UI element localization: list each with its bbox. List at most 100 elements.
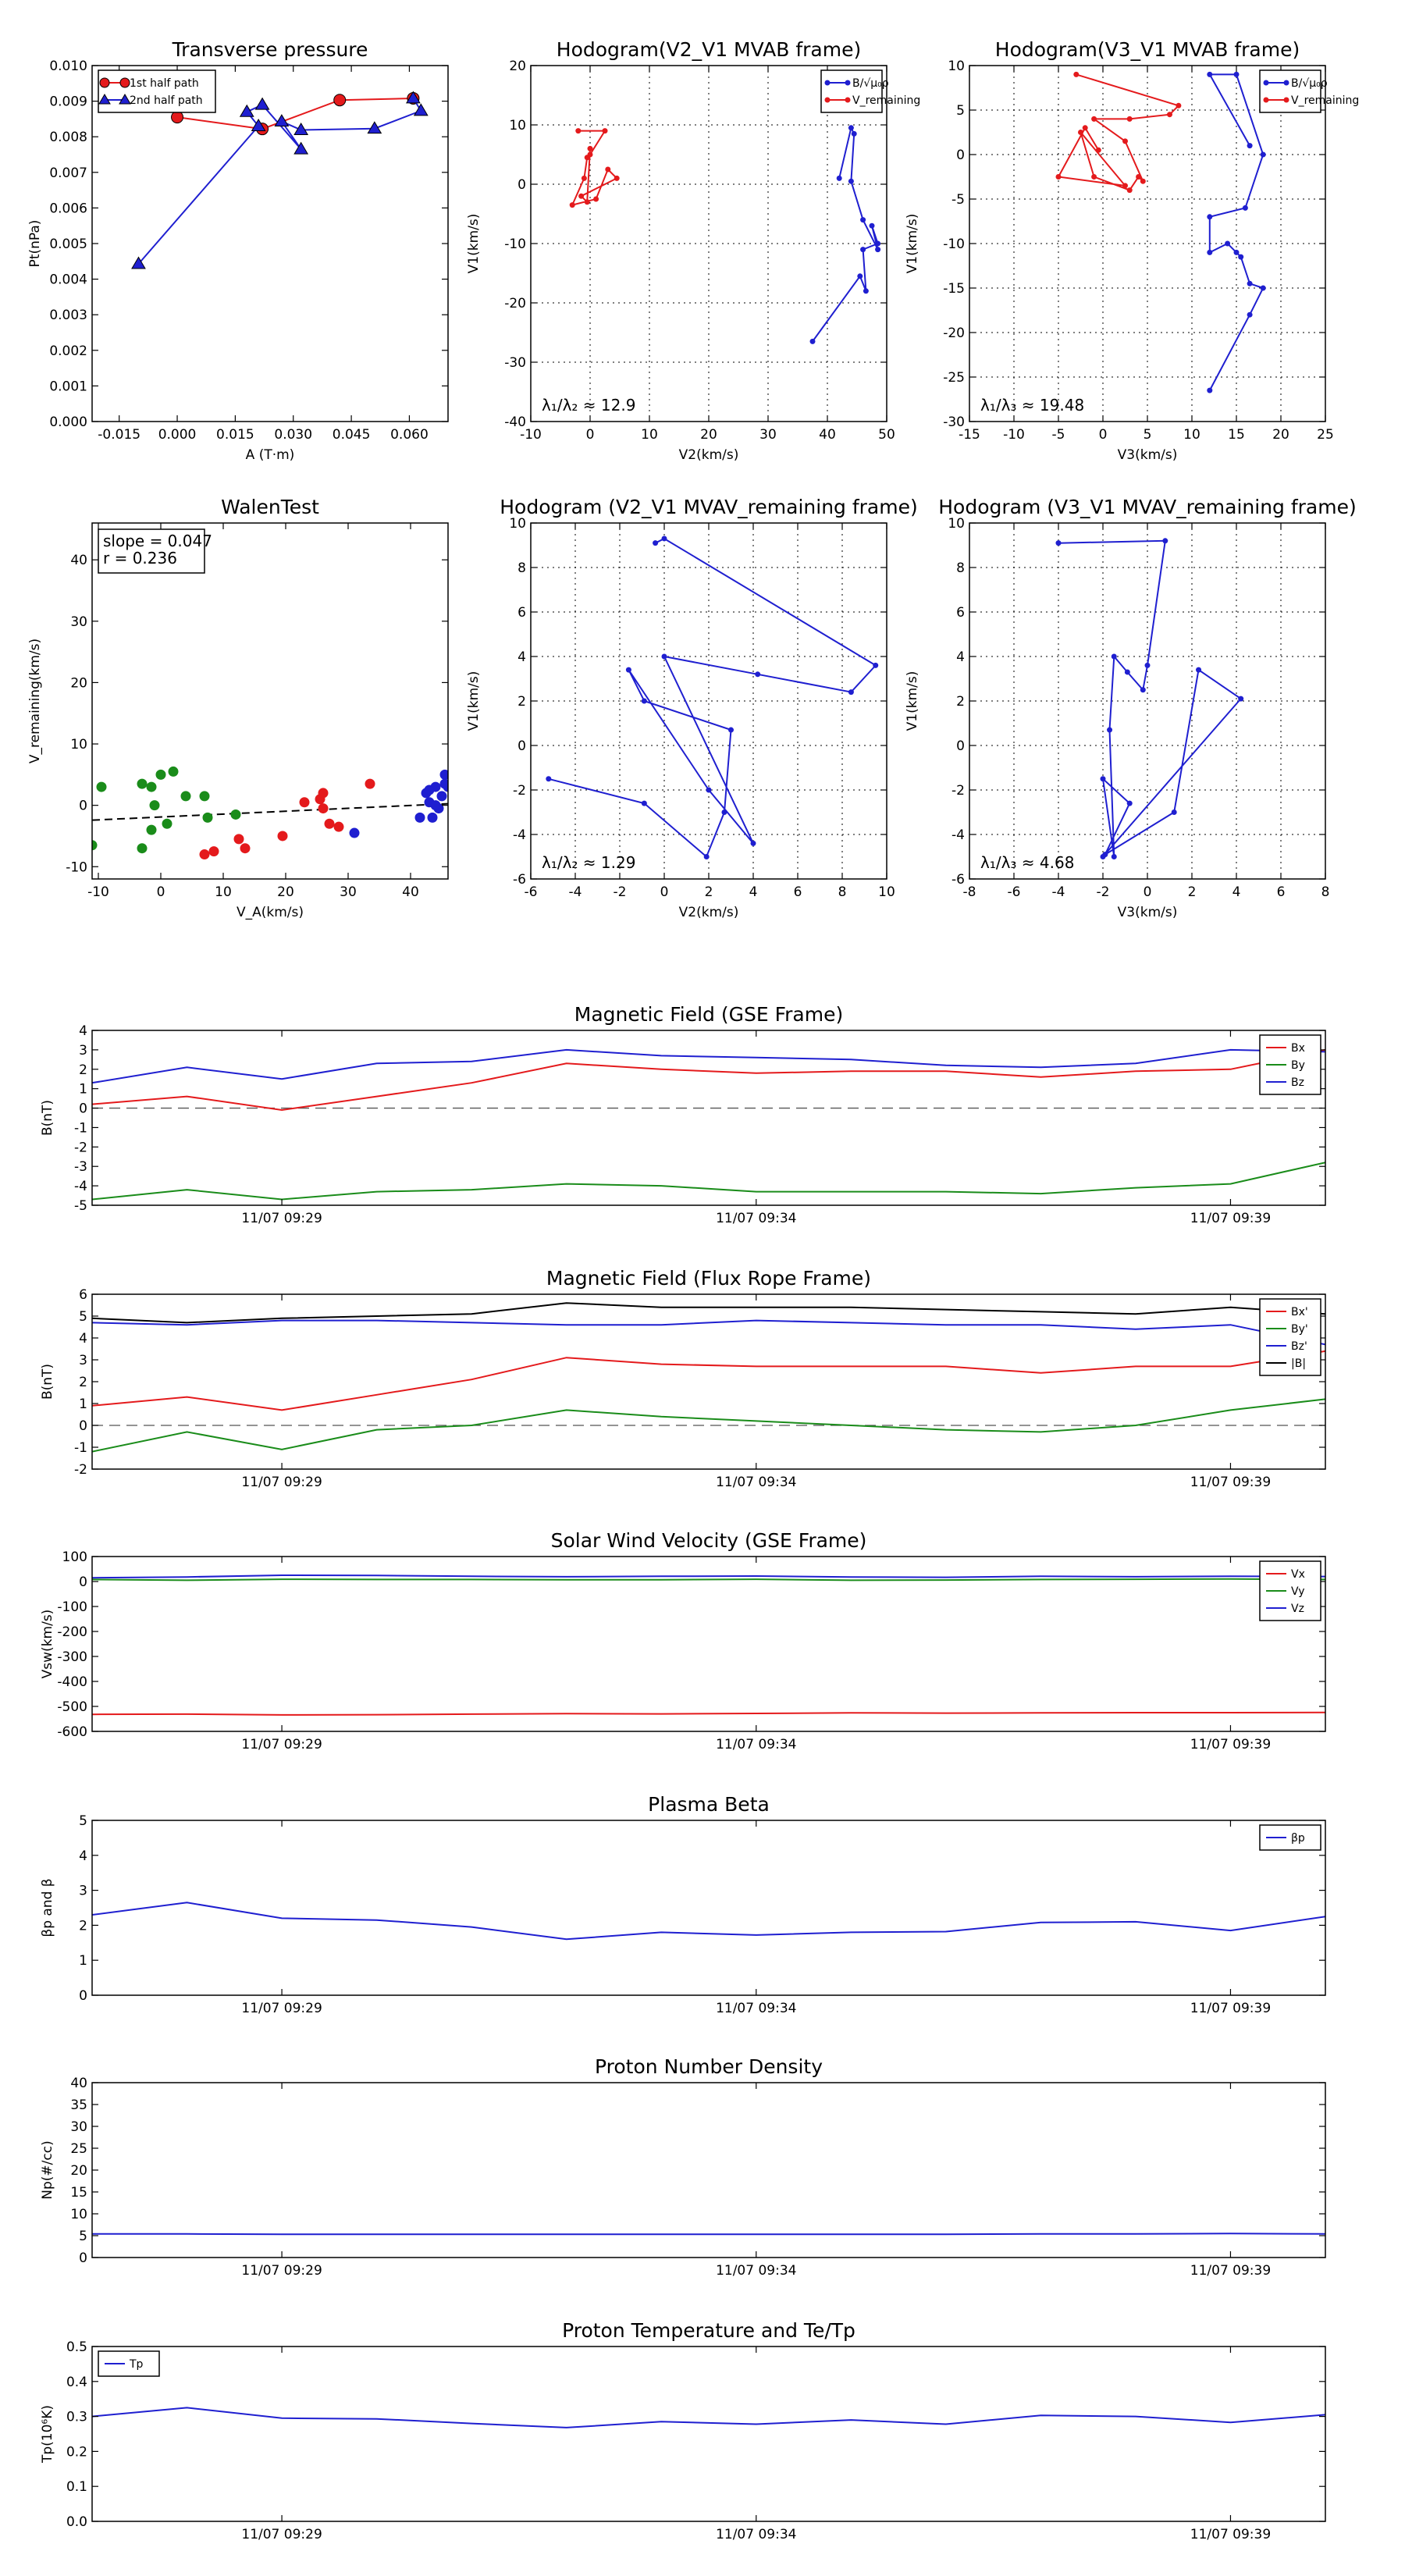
data-point	[863, 288, 869, 294]
y-tick-label: -25	[943, 370, 965, 386]
legend-label: Vx	[1291, 1568, 1305, 1581]
y-tick-label: 1	[79, 1082, 87, 1098]
legend: B/√μ₀ρ V_remaining	[1259, 69, 1359, 113]
y-tick-label: 0	[956, 148, 965, 163]
plot-area	[92, 2233, 1325, 2236]
data-point	[581, 175, 587, 181]
y-tick-label: -400	[57, 1674, 87, 1690]
y-tick-label: 3	[79, 1353, 87, 1368]
data-point	[233, 834, 244, 845]
data-point	[1207, 387, 1213, 393]
y-tick-label: -2	[951, 783, 965, 799]
data-point	[593, 196, 599, 202]
data-point	[240, 843, 251, 854]
data-point	[1144, 662, 1151, 668]
y-tick-label: 2	[79, 1375, 87, 1390]
data-point	[1126, 800, 1133, 806]
x-tick-label: -10	[87, 884, 109, 900]
data-point	[575, 128, 582, 134]
plot-area	[546, 535, 879, 859]
y-tick-label: -10	[504, 237, 526, 252]
x-tick-label: 6	[1277, 884, 1286, 900]
y-axis-label: V1(km/s)	[905, 671, 920, 731]
data-point	[1207, 71, 1213, 77]
x-tick-label: -6	[1008, 884, 1021, 900]
y-tick-label: -1	[74, 1120, 87, 1136]
x-tick-label: 11/07 09:39	[1190, 2263, 1271, 2279]
chart-h1: Hodogram(V2_V1 MVAB frame) -10 0 10 20 30 40 50…	[466, 38, 920, 463]
data-point	[721, 809, 727, 815]
y-tick-label: 3	[79, 1884, 87, 1899]
x-tick-label: 11/07 09:34	[716, 1737, 796, 1752]
x-tick-label: 8	[838, 884, 847, 900]
data-point	[168, 766, 179, 777]
legend: 1st half path 2nd half path	[98, 69, 216, 113]
x-tick-label: 11/07 09:29	[241, 1737, 322, 1752]
x-tick-label: -4	[1052, 884, 1065, 900]
axes-frame	[91, 65, 449, 422]
chart-title: WalenTest	[221, 496, 319, 518]
legend-marker	[1283, 97, 1289, 103]
data-point	[430, 800, 441, 811]
y-tick-label: 0.4	[66, 2375, 87, 2390]
chart-title: Proton Temperature and Te/Tp	[562, 2319, 855, 2342]
y-tick-label: 2	[518, 694, 526, 710]
plot-area	[1055, 538, 1244, 859]
data-point	[569, 202, 575, 208]
data-point	[1238, 254, 1244, 260]
y-tick-label: 15	[70, 2185, 87, 2201]
data-point	[1260, 151, 1266, 158]
data-point	[1073, 71, 1080, 77]
data-point	[875, 247, 881, 253]
chart-title: Magnetic Field (Flux Rope Frame)	[546, 1267, 871, 1290]
y-tick-label: 20	[70, 2163, 87, 2179]
y-tick-label: -40	[504, 415, 526, 430]
y-axis-label: V1(km/s)	[466, 214, 482, 274]
axes-frame	[91, 1556, 1326, 1732]
x-axis-label: V_A(km/s)	[237, 905, 304, 920]
data-point	[1111, 653, 1117, 660]
y-tick-label: 0	[518, 738, 526, 754]
data-point	[1171, 809, 1177, 815]
y-tick-label: 4	[79, 1848, 87, 1864]
axes-frame	[91, 1820, 1326, 1996]
axes-frame	[91, 522, 449, 880]
data-point	[706, 787, 712, 793]
axes-frame	[969, 522, 1326, 880]
legend-box	[1259, 1298, 1321, 1376]
y-tick-label: 100	[62, 1550, 87, 1565]
series-line	[548, 537, 877, 859]
x-axis-label: A (T·m)	[246, 447, 295, 463]
data-point	[333, 821, 344, 832]
legend-box	[1259, 1034, 1321, 1095]
chart-title: Proton Number Density	[595, 2055, 823, 2078]
x-axis-label: V3(km/s)	[1118, 447, 1178, 463]
legend-marker	[824, 80, 831, 86]
y-tick-label: -30	[943, 415, 965, 430]
y-tick-label: 0.009	[49, 94, 87, 110]
data-point	[414, 812, 425, 823]
data-point	[1095, 147, 1101, 153]
x-tick-label: 6	[794, 884, 802, 900]
y-tick-label: 6	[79, 1287, 87, 1303]
y-tick-label: -20	[943, 326, 965, 341]
y-tick-label: 2	[79, 1062, 87, 1078]
y-axis-label: B(nT)	[40, 1364, 55, 1400]
data-point	[1233, 71, 1240, 77]
data-point	[602, 128, 608, 134]
x-tick-label: 0	[586, 427, 595, 443]
data-point	[324, 818, 335, 829]
x-tick-label: -5	[1052, 427, 1065, 443]
legend-label: Bz	[1291, 1076, 1304, 1089]
x-tick-label: -0.015	[98, 427, 140, 443]
legend-marker	[99, 77, 110, 88]
data-point	[1100, 854, 1106, 859]
data-point	[873, 662, 879, 668]
x-tick-label: 5	[1144, 427, 1152, 443]
x-tick-label: 4	[749, 884, 758, 900]
legend-label: Bx'	[1291, 1306, 1308, 1318]
data-point	[1238, 696, 1244, 702]
data-point	[587, 145, 593, 151]
x-tick-label: 11/07 09:39	[1190, 1475, 1271, 1490]
chart-title: Hodogram(V2_V1 MVAB frame)	[557, 38, 861, 61]
